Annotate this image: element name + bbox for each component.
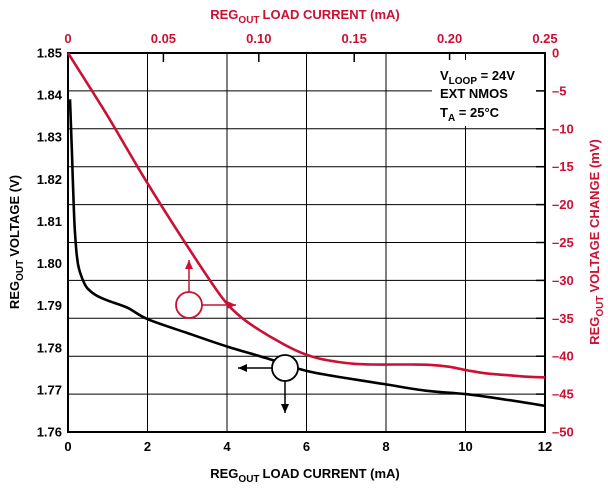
bottom-axis-ticks: 0 2 4 6 8 10 12 [64, 439, 552, 454]
bottom-tick-label: 10 [458, 439, 472, 454]
bottom-tick-label: 0 [64, 439, 71, 454]
left-tick-label: 1.80 [37, 256, 62, 271]
bottom-axis-title-rest: LOAD CURRENT (mA) [263, 466, 400, 481]
right-tick-label: –10 [552, 121, 574, 136]
bottom-tick-label: 12 [538, 439, 552, 454]
right-tick-label: –45 [552, 387, 574, 402]
right-tick-label: –5 [552, 83, 566, 98]
black-curve-axis-marker [238, 354, 299, 413]
right-tick-label: 0 [552, 46, 559, 61]
left-axis-ticks: 1.76 1.77 1.78 1.79 1.80 1.81 1.82 1.83 1.84 1.85 [37, 46, 63, 440]
top-tick-label: 0.25 [532, 31, 557, 46]
black-marker-circle [271, 354, 299, 382]
left-tick-label: 1.78 [37, 340, 62, 355]
bottom-axis-title-sub: OUT [238, 474, 259, 485]
annotation-vloop-sub: LOOP [449, 76, 478, 87]
right-axis-title-sub: OUT [595, 296, 606, 317]
annotation-background [432, 60, 536, 126]
bottom-tick-label: 6 [303, 439, 310, 454]
left-tick-label: 1.85 [37, 46, 62, 61]
top-tick-label: 0.10 [246, 31, 271, 46]
series-layer [66, 52, 546, 408]
right-axis-title-rest: VOLTAGE CHANGE (mV) [587, 139, 602, 292]
right-tick-label: –40 [552, 349, 574, 364]
bottom-axis-title: REGOUT LOAD CURRENT (mA) [210, 466, 400, 485]
annotation-ext-nmos: EXT NMOS [440, 86, 508, 101]
left-tick-label: 1.81 [37, 214, 62, 229]
top-tick-label: 0.05 [151, 31, 176, 46]
right-tick-label: –25 [552, 235, 574, 250]
annotation-ta-sub: A [448, 113, 455, 124]
left-tick-label: 1.79 [37, 298, 62, 313]
red-up-arrow-head [185, 260, 193, 269]
top-tick-label: 0 [64, 31, 71, 46]
right-axis-title: REGOUT VOLTAGE CHANGE (mV) [587, 139, 606, 345]
annotation-ta: TA = 25°C [440, 105, 500, 124]
black-left-arrow-head [238, 364, 247, 372]
black-down-arrow-head [281, 404, 289, 413]
series-line-black [68, 99, 546, 408]
red-right-arrow-head [227, 301, 236, 309]
annotation-vloop-main: V [440, 68, 449, 83]
series-line-red [66, 52, 546, 379]
right-axis-ticks: 0 –5 –10 –15 –20 –25 –30 –35 –40 –45 –50 [536, 46, 574, 440]
left-tick-label: 1.77 [37, 382, 62, 397]
red-marker-circle [175, 291, 203, 319]
bottom-tick-label: 4 [223, 439, 231, 454]
annotation-vloop: VLOOP = 24V [440, 68, 515, 87]
red-curve-axis-marker [175, 260, 236, 319]
right-tick-label: –15 [552, 159, 574, 174]
top-axis-title-prefix: REG [210, 7, 238, 22]
left-axis-title-sub: OUT [15, 260, 26, 281]
bottom-axis-title-prefix: REG [210, 466, 238, 481]
annotation-vloop-rest: = 24V [477, 68, 515, 83]
top-tick-label: 0.20 [437, 31, 462, 46]
right-axis-title-prefix: REG [587, 317, 602, 345]
left-axis-title-rest: VOLTAGE (V) [7, 175, 22, 257]
left-tick-label: 1.84 [37, 88, 63, 103]
left-axis-title: REGOUT VOLTAGE (V) [7, 175, 26, 309]
annotation-ta-main: T [440, 105, 448, 120]
top-axis-title: REGOUT LOAD CURRENT (mA) [210, 7, 400, 26]
right-tick-label: –30 [552, 273, 574, 288]
right-tick-label: –20 [552, 197, 574, 212]
left-tick-label: 1.76 [37, 425, 62, 440]
bottom-tick-label: 8 [382, 439, 389, 454]
bottom-tick-label: 2 [144, 439, 151, 454]
top-axis-ticks: 0 0.05 0.10 0.15 0.20 0.25 [64, 31, 558, 62]
left-tick-label: 1.82 [37, 172, 62, 187]
right-tick-label: –50 [552, 425, 574, 440]
top-axis-title-rest: LOAD CURRENT (mA) [263, 7, 400, 22]
top-axis-title-sub: OUT [238, 15, 259, 26]
right-tick-label: –35 [552, 311, 574, 326]
annotation-ta-rest: = 25°C [455, 105, 499, 120]
left-axis-title-prefix: REG [7, 281, 22, 309]
top-tick-label: 0.15 [342, 31, 367, 46]
left-tick-label: 1.83 [37, 130, 62, 145]
